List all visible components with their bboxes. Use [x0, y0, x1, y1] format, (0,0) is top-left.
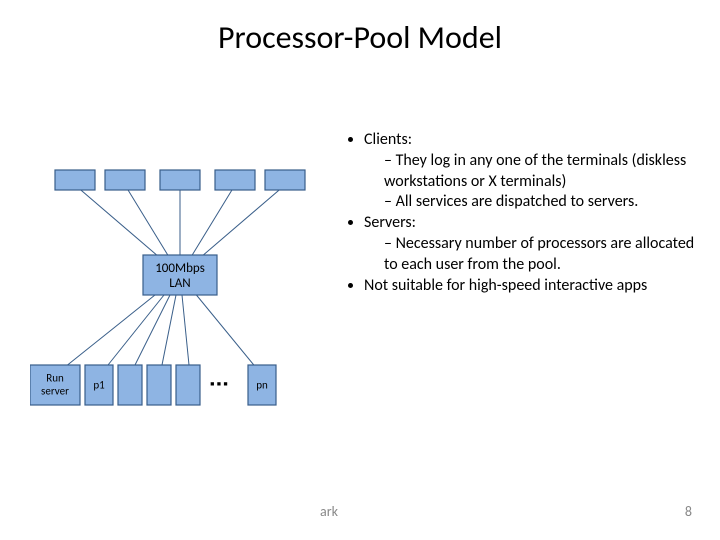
footer-author: ark	[320, 503, 338, 520]
bullet-subitem: All services are dispatched to servers.	[384, 192, 710, 213]
lan-label: 100Mbps	[155, 261, 205, 276]
processor-box	[176, 365, 200, 405]
terminal-box	[215, 170, 255, 190]
network-diagram: 100Mbps LAN Run server p1 ▪▪▪ pn	[30, 160, 310, 430]
bullet-subitem: Necessary number of processors are alloc…	[384, 234, 710, 276]
processor-box	[118, 365, 142, 405]
pn-label: pn	[256, 379, 268, 392]
p1-label: p1	[93, 379, 105, 392]
slide-title: Processor-Pool Model	[0, 18, 720, 57]
bullet-text: Servers:	[364, 213, 416, 232]
bullet-item: Servers: Necessary number of processors …	[364, 213, 710, 275]
run-server-label: server	[41, 385, 69, 398]
terminal-box	[55, 170, 95, 190]
bullet-text: Clients:	[364, 130, 412, 149]
bullet-item: Clients: They log in any one of the term…	[364, 130, 710, 213]
slide: Processor-Pool Model 100Mbps LAN Run ser…	[0, 0, 720, 540]
processor-box	[147, 365, 171, 405]
terminal-box	[265, 170, 305, 190]
lan-label: LAN	[169, 276, 190, 291]
bullet-list: Clients: They log in any one of the term…	[340, 130, 710, 296]
bullet-item: Not suitable for high-speed interactive …	[364, 276, 710, 297]
terminal-box	[160, 170, 200, 190]
footer-page: 8	[685, 503, 692, 520]
ellipsis-dots: ▪▪▪	[210, 377, 230, 392]
terminal-box	[105, 170, 145, 190]
run-server-label: Run	[46, 372, 64, 385]
bullet-subitem: They log in any one of the terminals (di…	[384, 151, 710, 193]
